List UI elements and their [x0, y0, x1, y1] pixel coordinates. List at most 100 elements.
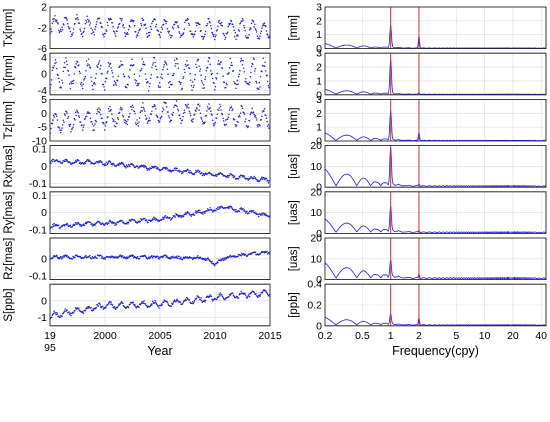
- ts-point: [182, 32, 185, 34]
- ts-point: [198, 257, 200, 260]
- ts-point: [210, 27, 213, 30]
- ts-point: [196, 108, 198, 110]
- ts-point: [116, 117, 119, 119]
- ts-ytick-label: 4: [41, 52, 47, 64]
- ts-point: [57, 29, 60, 32]
- ts-point: [112, 25, 114, 28]
- ts-point: [98, 62, 100, 64]
- ts-point: [263, 214, 266, 216]
- ts-point: [65, 60, 68, 63]
- ts-point: [63, 256, 66, 258]
- ts-point: [121, 108, 123, 110]
- sp-ytick-label: 0.4: [307, 279, 322, 291]
- ts-point: [184, 300, 186, 302]
- ts-point: [176, 58, 178, 60]
- ts-point: [228, 256, 231, 258]
- ts-point: [171, 303, 174, 306]
- ts-point: [89, 112, 91, 115]
- ts-point: [86, 15, 88, 18]
- ts-point: [215, 78, 218, 80]
- ts-point: [206, 259, 208, 261]
- ts-point: [202, 123, 204, 125]
- ts-point: [169, 216, 171, 219]
- ts-point: [60, 30, 63, 32]
- ts-point: [72, 224, 74, 227]
- ts-point: [110, 256, 112, 258]
- ts-point: [202, 213, 204, 215]
- ts-point: [71, 33, 74, 36]
- ts-point: [221, 173, 224, 175]
- ts-point: [148, 257, 151, 260]
- ts-point: [97, 305, 99, 307]
- ts-point: [76, 223, 78, 226]
- ts-point: [61, 124, 64, 126]
- ts-point: [56, 115, 58, 118]
- ts-point: [186, 106, 188, 109]
- ts-point: [133, 19, 135, 22]
- ts-point: [124, 165, 127, 168]
- ts-point: [50, 159, 53, 162]
- ts-point: [90, 76, 92, 79]
- ts-point: [104, 80, 107, 83]
- ts-point: [158, 81, 161, 84]
- ts-point: [158, 121, 160, 124]
- ts-point: [82, 312, 85, 315]
- ts-point: [201, 35, 204, 38]
- ts-point: [116, 79, 119, 82]
- ts-point: [168, 257, 171, 260]
- ts-point: [96, 304, 99, 306]
- ts-point: [227, 25, 230, 28]
- ts-point: [246, 254, 249, 257]
- ts-point: [268, 253, 271, 255]
- ts-point: [114, 307, 116, 309]
- ts-point: [85, 21, 88, 24]
- ts-point: [52, 223, 54, 226]
- ts-point: [203, 210, 206, 213]
- ts-ytick-label: -10: [32, 136, 47, 148]
- ts-point: [170, 256, 173, 258]
- ts-point: [223, 257, 226, 259]
- ts-point: [94, 25, 97, 28]
- ts-point: [198, 211, 200, 214]
- ts-point: [187, 103, 189, 105]
- ts-point: [145, 219, 148, 221]
- ts-series-5: [49, 250, 271, 267]
- ts-point: [219, 259, 222, 262]
- ts-point: [171, 217, 174, 219]
- ts-point: [221, 24, 224, 27]
- ts-point: [238, 30, 241, 32]
- sp-series-line: [324, 147, 547, 188]
- ts-point: [244, 30, 246, 32]
- ts-point: [82, 31, 85, 33]
- ts-xlabel: Year: [147, 344, 172, 358]
- ts-point: [182, 76, 185, 78]
- ts-point: [208, 296, 211, 298]
- ts-point: [241, 20, 243, 23]
- ts-point: [63, 160, 66, 163]
- ts-ytick-label: -0.1: [29, 224, 47, 236]
- ts-point: [260, 30, 263, 32]
- ts-point: [105, 161, 108, 164]
- ts-point: [79, 30, 82, 32]
- ts-point: [211, 300, 214, 302]
- ts-point: [52, 18, 54, 20]
- ts-ytick-label: -1: [38, 312, 47, 324]
- ts-point: [70, 35, 72, 38]
- ts-point: [210, 69, 212, 72]
- ts-point: [54, 15, 56, 17]
- ts-point: [213, 263, 215, 266]
- ts-point: [117, 163, 120, 165]
- ts-point: [88, 64, 90, 66]
- ts-point: [259, 124, 261, 127]
- ts-point: [87, 158, 89, 161]
- ts-point: [85, 160, 88, 162]
- ts-point: [208, 17, 210, 20]
- ts-point: [129, 26, 131, 28]
- ts-point: [248, 212, 250, 214]
- ts-point: [138, 306, 140, 309]
- ts-point: [90, 80, 93, 83]
- ts-point: [122, 162, 124, 164]
- ts-point: [158, 34, 161, 37]
- ts-xtick-label: 2005: [148, 330, 172, 342]
- ts-point: [182, 115, 184, 118]
